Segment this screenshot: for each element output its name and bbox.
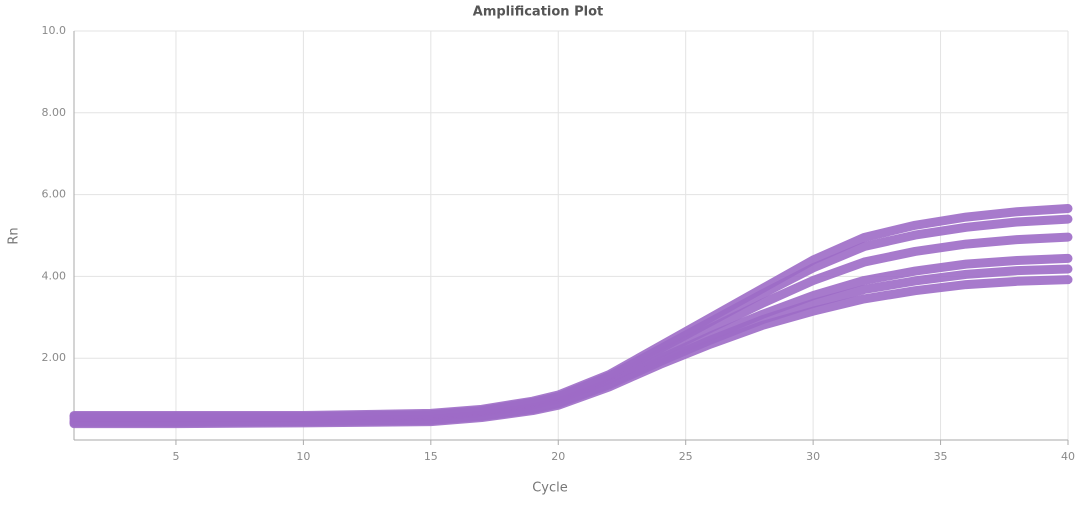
chart-title: Amplification Plot	[473, 5, 603, 20]
y-tick-label: 4.00	[42, 269, 67, 282]
x-axis-label: Cycle	[532, 481, 568, 496]
x-tick-label: 35	[934, 450, 948, 463]
amplification-curve	[69, 204, 1073, 420]
x-tick-label: 25	[679, 450, 693, 463]
x-tick-label: 5	[172, 450, 179, 463]
y-tick-label: 8.00	[42, 106, 67, 119]
x-tick-label: 30	[806, 450, 820, 463]
x-tick-label: 40	[1061, 450, 1075, 463]
y-tick-label: 6.00	[42, 188, 67, 201]
y-tick-label: 2.00	[42, 351, 67, 364]
x-tick-label: 20	[551, 450, 565, 463]
x-tick-label: 15	[424, 450, 438, 463]
y-axis-label: Rn	[7, 227, 22, 244]
x-tick-label: 10	[296, 450, 310, 463]
y-tick-label: 10.0	[42, 24, 67, 37]
